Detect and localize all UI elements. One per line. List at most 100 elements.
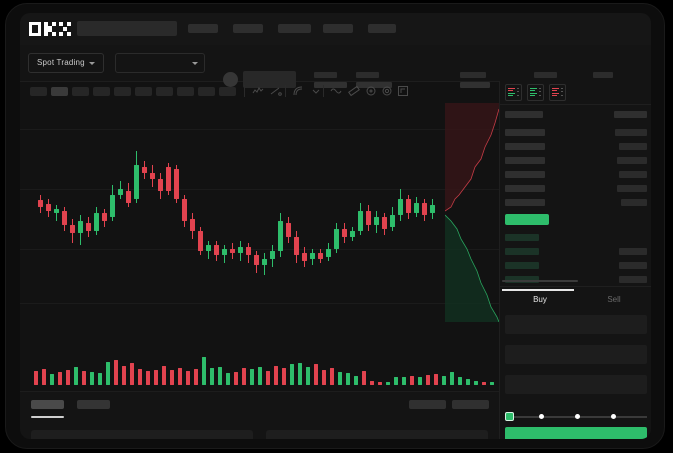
- timeframe-7[interactable]: [156, 87, 173, 96]
- orderbook-ask-price[interactable]: [505, 129, 545, 136]
- slider-stop-25[interactable]: [539, 414, 544, 419]
- okx-logo[interactable]: [29, 22, 71, 36]
- volume-bar: [194, 369, 198, 385]
- orderbook-mode-both-icon[interactable]: [505, 84, 522, 101]
- timeframe-5[interactable]: [114, 87, 131, 96]
- toolbar-divider: [285, 85, 286, 97]
- top-navigation-bar: [20, 13, 651, 45]
- orderbook-ask-price[interactable]: [505, 185, 545, 192]
- nav-item-1[interactable]: [188, 24, 218, 33]
- active-tab-indicator: [31, 416, 64, 418]
- fullscreen-icon[interactable]: [397, 85, 409, 97]
- timeframe-3[interactable]: [72, 87, 89, 96]
- chart-gridline: [20, 129, 499, 130]
- volume-bar: [50, 374, 54, 385]
- chart-gridline: [20, 189, 499, 190]
- depth-chart-svg: [445, 103, 499, 322]
- volume-bar: [42, 369, 46, 385]
- volume-bar: [274, 366, 278, 385]
- trend-line-icon[interactable]: [270, 85, 282, 97]
- timeframe-9[interactable]: [198, 87, 215, 96]
- volume-bar: [58, 372, 62, 385]
- candlestick-series: [20, 103, 499, 322]
- timeframe-10[interactable]: [219, 87, 236, 96]
- wave-icon[interactable]: [330, 85, 342, 97]
- volume-bar: [66, 370, 70, 385]
- amount-field[interactable]: [505, 345, 647, 364]
- orderbook-mode-asks-only-icon[interactable]: [549, 84, 566, 101]
- slider-stop-50[interactable]: [575, 414, 580, 419]
- orderbook-ask-price[interactable]: [505, 143, 545, 150]
- volume-bar: [466, 379, 470, 385]
- volume-bar: [106, 362, 110, 385]
- target-icon[interactable]: [381, 85, 393, 97]
- volume-bar: [130, 363, 134, 385]
- nav-item-3[interactable]: [278, 24, 311, 33]
- orderbook-scrollbar[interactable]: [502, 280, 578, 282]
- volume-bar: [234, 372, 238, 385]
- orders-panel-block-left: [31, 430, 253, 439]
- price-field[interactable]: [505, 315, 647, 334]
- timeframe-8[interactable]: [177, 87, 194, 96]
- volume-bar: [146, 371, 150, 385]
- orderbook-bid-price[interactable]: [505, 248, 539, 255]
- tab-sell[interactable]: Sell: [607, 295, 621, 304]
- timeframe-1[interactable]: [30, 87, 47, 96]
- volume-bar: [426, 375, 430, 385]
- chevron-down-icon: [88, 61, 95, 65]
- orderbook-bid-amount: [619, 276, 647, 283]
- volume-bar: [186, 371, 190, 385]
- orderbook-header-price: [505, 111, 543, 118]
- line-chart-icon[interactable]: [252, 85, 264, 97]
- tab-open-orders[interactable]: [31, 400, 64, 409]
- orders-panel-block-right: [266, 430, 488, 439]
- slider-stop-75[interactable]: [611, 414, 616, 419]
- volume-bar: [298, 363, 302, 385]
- volume-bar: [474, 381, 478, 385]
- orderbook-ask-price[interactable]: [505, 199, 545, 206]
- ruler-icon[interactable]: [348, 85, 360, 97]
- magnet-icon[interactable]: [365, 85, 377, 97]
- orderbook-mode-bids-only-icon[interactable]: [527, 84, 544, 101]
- nav-item-4[interactable]: [323, 24, 353, 33]
- tab-buy[interactable]: Buy: [533, 295, 547, 304]
- orders-action-1[interactable]: [409, 400, 446, 409]
- timeframe-4[interactable]: [93, 87, 110, 96]
- nav-item-5[interactable]: [368, 24, 396, 33]
- volume-bar: [362, 371, 366, 385]
- volume-bar: [434, 374, 438, 385]
- nav-item-2[interactable]: [233, 24, 263, 33]
- submit-order-button[interactable]: [505, 427, 647, 439]
- volume-bar: [386, 382, 390, 385]
- orderbook-bid-amount: [619, 248, 647, 255]
- orders-action-2[interactable]: [452, 400, 489, 409]
- volume-bar: [74, 367, 78, 385]
- nav-search-input[interactable]: [77, 21, 177, 36]
- chevron-down-icon: [192, 62, 198, 65]
- volume-bar: [226, 373, 230, 385]
- volume-bar: [114, 360, 118, 385]
- timeframe-6[interactable]: [135, 87, 152, 96]
- orderbook-ask-price[interactable]: [505, 157, 545, 164]
- timeframe-2[interactable]: [51, 87, 68, 96]
- fib-icon[interactable]: [292, 85, 304, 97]
- orderbook-bid-price[interactable]: [505, 276, 539, 283]
- volume-bar: [90, 372, 94, 385]
- price-chart[interactable]: [20, 103, 499, 322]
- volume-bar: [306, 367, 310, 385]
- percent-slider-handle[interactable]: [505, 412, 514, 421]
- total-field[interactable]: [505, 375, 647, 394]
- trading-pair-selector[interactable]: [115, 53, 205, 73]
- volume-bar: [370, 381, 374, 385]
- orderbook-bid-price[interactable]: [505, 234, 539, 241]
- volume-bar: [242, 368, 246, 385]
- volume-bar: [346, 373, 350, 385]
- trade-form: Buy Sell: [500, 286, 651, 439]
- orderbook-ask-price[interactable]: [505, 171, 545, 178]
- chevron-down-icon[interactable]: [310, 85, 322, 97]
- orderbook-divider: [500, 104, 651, 105]
- volume-bar: [138, 369, 142, 385]
- spot-trading-selector[interactable]: Spot Trading: [28, 53, 104, 73]
- orderbook-bid-price[interactable]: [505, 262, 539, 269]
- tab-order-history[interactable]: [77, 400, 110, 409]
